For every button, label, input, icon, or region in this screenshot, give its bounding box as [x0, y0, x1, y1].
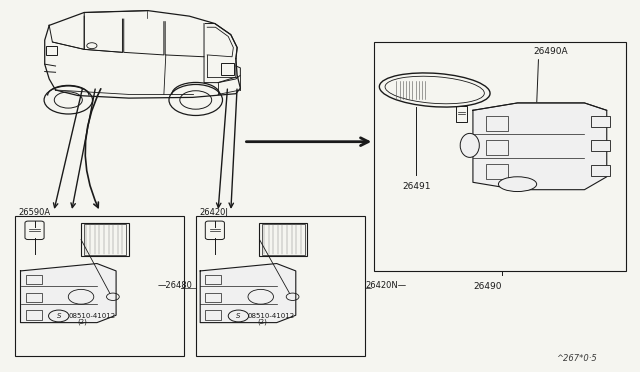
Bar [81, 223, 129, 256]
Text: 26590A: 26590A [19, 208, 51, 217]
Bar [205, 310, 221, 320]
Text: ^267*0·5: ^267*0·5 [556, 354, 596, 363]
Bar [46, 46, 58, 55]
Text: 26491: 26491 [403, 182, 431, 191]
Bar [486, 140, 508, 155]
Text: 26490A: 26490A [534, 47, 568, 56]
Bar [84, 224, 126, 255]
Bar [205, 275, 221, 284]
Polygon shape [20, 263, 116, 323]
Bar [374, 42, 626, 271]
Text: (2): (2) [78, 318, 88, 325]
Text: 26490: 26490 [473, 282, 501, 291]
Text: 08510-41012: 08510-41012 [68, 313, 115, 319]
Bar [15, 215, 184, 356]
Ellipse shape [499, 177, 537, 192]
Bar [26, 275, 42, 284]
Bar [591, 140, 610, 151]
Bar [26, 293, 42, 302]
Bar [205, 293, 221, 302]
Polygon shape [200, 263, 296, 323]
Bar [591, 164, 610, 176]
Text: —26480: —26480 [157, 281, 193, 290]
Text: 08510-41012: 08510-41012 [248, 313, 295, 319]
Text: 26420N—: 26420N— [366, 281, 407, 290]
Bar [591, 116, 610, 127]
Bar [262, 224, 305, 255]
Bar [196, 215, 365, 356]
Bar [259, 223, 307, 256]
Bar [486, 116, 508, 131]
Bar [221, 63, 234, 75]
Text: S: S [56, 313, 61, 319]
Text: (2): (2) [257, 318, 268, 325]
Polygon shape [473, 103, 607, 190]
Bar [486, 164, 508, 179]
Text: 26420J: 26420J [199, 208, 228, 217]
Bar [456, 106, 467, 122]
Text: S: S [236, 313, 241, 319]
Ellipse shape [460, 134, 479, 157]
Bar [26, 310, 42, 320]
